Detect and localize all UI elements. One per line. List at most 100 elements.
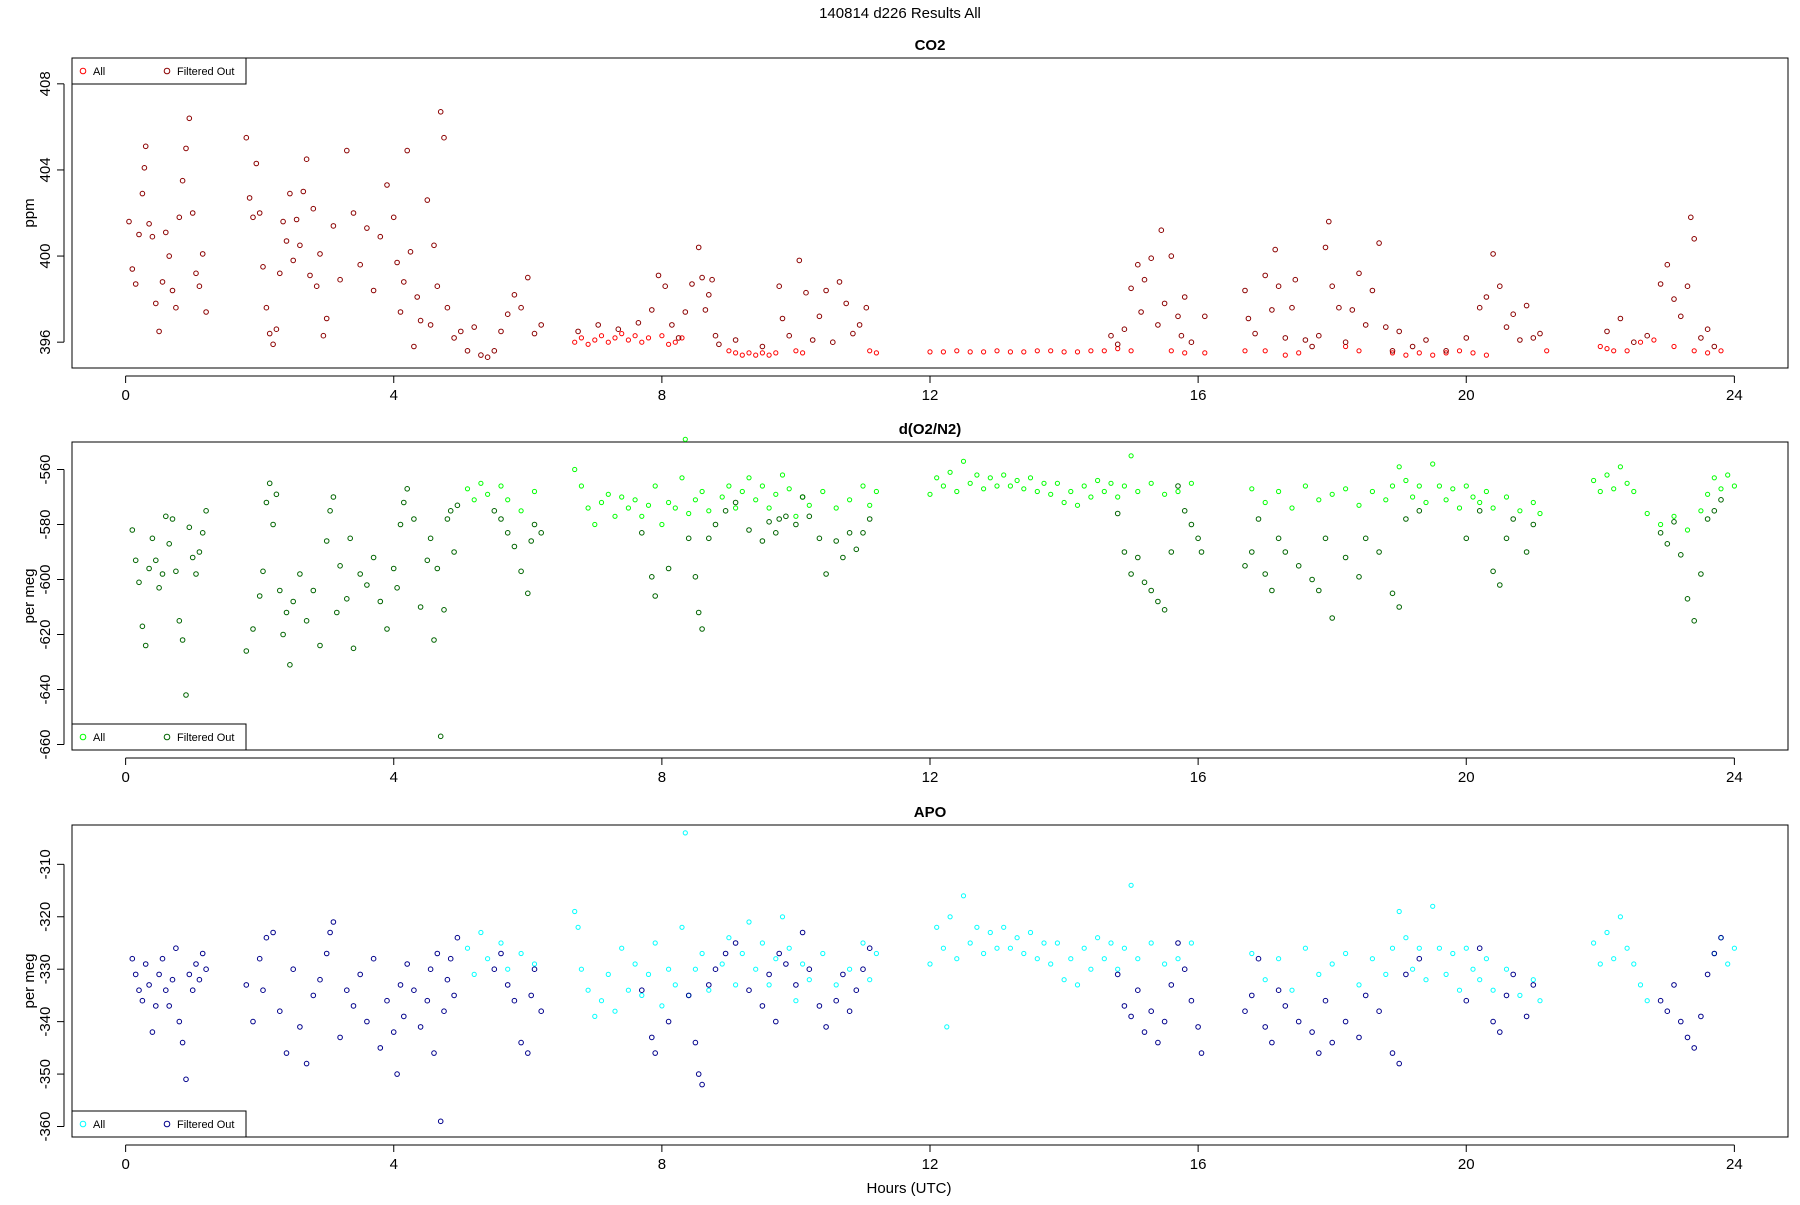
data-point-all (947, 914, 953, 920)
data-point-all (1617, 464, 1624, 470)
data-point-all (1081, 483, 1087, 489)
data-point-filtered (1282, 549, 1289, 555)
data-point-all (1611, 486, 1617, 492)
data-point-all (719, 494, 725, 500)
data-point-filtered (856, 322, 863, 328)
data-point-filtered (441, 607, 447, 613)
legend-marker (79, 1120, 87, 1128)
data-point-filtered (786, 332, 793, 339)
data-point-filtered (1530, 521, 1537, 528)
data-point-filtered (1369, 287, 1376, 294)
x-tick-label: 12 (922, 387, 939, 404)
data-point-filtered (357, 971, 364, 978)
data-point-filtered (695, 244, 702, 251)
data-point-filtered (1188, 521, 1195, 528)
data-point-filtered (1376, 549, 1382, 555)
data-point-filtered (1161, 300, 1168, 307)
data-point-filtered (652, 1050, 659, 1056)
data-point-all (779, 472, 786, 478)
data-point-filtered (394, 585, 400, 591)
data-point-filtered (525, 1050, 531, 1056)
data-point-all (1068, 488, 1074, 495)
data-point-all (1617, 914, 1624, 920)
data-point-all (934, 475, 940, 481)
data-point-all (867, 502, 873, 508)
data-point-all (1343, 343, 1349, 350)
data-point-filtered (1530, 982, 1537, 988)
data-point-all (759, 483, 766, 489)
data-point-all (682, 830, 688, 836)
data-point-filtered (803, 289, 809, 296)
data-point-filtered (850, 330, 856, 337)
data-point-all (1597, 961, 1603, 967)
data-point-all (1135, 956, 1141, 962)
data-point-filtered (649, 1034, 655, 1041)
data-point-filtered (266, 480, 273, 487)
y-axis-label: per meg (21, 953, 38, 1008)
data-point-filtered (1698, 571, 1704, 577)
data-point-filtered (1168, 549, 1175, 555)
data-point-all (682, 436, 688, 442)
data-point-filtered (1349, 307, 1356, 313)
data-point-filtered (823, 1024, 829, 1030)
data-point-filtered (1168, 253, 1175, 259)
data-point-filtered (531, 966, 538, 973)
data-point-filtered (364, 1018, 370, 1025)
data-point-filtered (320, 332, 327, 339)
data-point-filtered (1497, 1029, 1503, 1035)
data-point-filtered (806, 966, 813, 973)
data-point-all (726, 483, 732, 489)
data-point-filtered (1269, 307, 1275, 313)
data-point-filtered (511, 292, 518, 298)
data-point-all (1436, 483, 1443, 489)
data-point-filtered (136, 579, 142, 586)
data-point-all (659, 1003, 665, 1009)
data-point-all (1691, 348, 1697, 354)
data-point-filtered (484, 354, 491, 361)
data-point-filtered (1342, 339, 1349, 346)
data-point-all (934, 924, 940, 930)
data-point-filtered (1523, 549, 1530, 555)
data-point-all (578, 335, 585, 341)
data-point-all (1021, 486, 1027, 492)
data-point-all (605, 491, 611, 497)
data-point-all (1389, 350, 1396, 356)
data-point-filtered (1463, 997, 1470, 1004)
data-point-filtered (538, 1008, 545, 1015)
data-point-all (572, 908, 578, 915)
data-point-filtered (156, 585, 162, 591)
y-axis-label: per meg (21, 568, 38, 623)
data-point-filtered (1155, 1039, 1161, 1046)
data-point-filtered (179, 1039, 186, 1046)
data-point-all (753, 966, 759, 972)
data-point-filtered (1631, 339, 1637, 346)
data-point-filtered (377, 233, 384, 240)
data-point-all (1604, 929, 1610, 936)
data-point-all (927, 961, 933, 967)
data-point-filtered (669, 322, 675, 328)
data-point-filtered (437, 733, 444, 740)
data-point-filtered (1517, 337, 1523, 343)
y-tick-label: 400 (37, 244, 54, 269)
data-point-filtered (1476, 945, 1483, 952)
data-point-filtered (1121, 1003, 1128, 1009)
data-point-all (1416, 483, 1422, 489)
data-point-filtered (277, 1008, 283, 1015)
x-tick-label: 24 (1726, 1156, 1743, 1173)
data-point-filtered (1108, 332, 1114, 339)
data-point-filtered (153, 300, 159, 307)
data-point-filtered (823, 287, 829, 294)
data-point-filtered (783, 513, 789, 520)
data-point-filtered (290, 598, 297, 605)
data-point-filtered (142, 143, 149, 150)
data-point-filtered (441, 1008, 447, 1015)
data-point-all (666, 499, 672, 506)
data-point-filtered (1195, 535, 1201, 542)
data-point-filtered (1362, 322, 1369, 328)
data-point-all (1289, 987, 1295, 993)
data-point-filtered (199, 530, 206, 536)
data-point-all (1121, 483, 1128, 489)
data-point-filtered (830, 339, 836, 346)
data-point-filtered (243, 982, 250, 988)
